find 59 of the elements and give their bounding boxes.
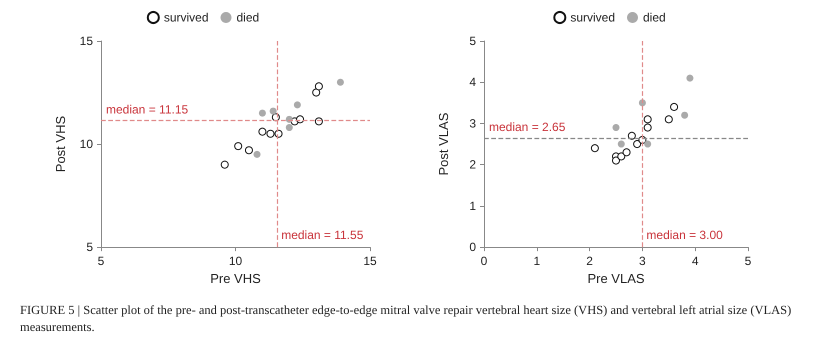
point	[294, 101, 301, 108]
x-tick-label: 5	[744, 254, 752, 268]
point	[612, 156, 620, 165]
point	[681, 112, 688, 119]
legend-label: died	[236, 10, 260, 24]
point	[244, 146, 253, 154]
point	[258, 128, 266, 136]
point	[618, 140, 625, 148]
point	[258, 110, 266, 117]
point	[644, 115, 652, 124]
point	[617, 152, 626, 160]
y-tick-label: 5	[469, 34, 476, 48]
point	[266, 130, 274, 138]
x-tick-label: 15	[363, 254, 377, 268]
point	[622, 148, 631, 156]
point	[628, 132, 636, 140]
legend-label: died	[643, 10, 666, 24]
y-axis-title: Post VLAS	[436, 112, 451, 176]
point	[612, 124, 620, 132]
legend-label: survived	[164, 10, 208, 24]
x-axis-title: Pre VHS	[210, 271, 262, 286]
y-tick-label: 15	[80, 34, 94, 48]
y-tick-label: 1	[469, 198, 476, 213]
legend-label: survived	[570, 10, 615, 24]
ref-line-label: median = 3.00	[646, 228, 724, 242]
ref-line-label: median = 11.15	[106, 102, 188, 116]
y-axis-title: Post VHS	[53, 116, 68, 172]
y-tick-label: 5	[86, 240, 94, 254]
x-tick-label: 5	[98, 254, 105, 268]
point	[590, 144, 599, 152]
point	[644, 140, 652, 148]
point	[234, 142, 242, 150]
x-tick-label: 1	[533, 254, 540, 268]
point	[254, 150, 261, 158]
point	[686, 74, 694, 82]
point	[286, 124, 293, 132]
x-tick-label: 4	[692, 254, 699, 268]
point	[314, 82, 323, 90]
point	[664, 115, 673, 124]
x-tick-label: 0	[480, 254, 488, 268]
point	[644, 124, 652, 132]
x-axis-title: Pre VLAS	[587, 271, 645, 286]
point	[220, 160, 229, 169]
point	[633, 140, 642, 148]
point	[312, 88, 320, 97]
point	[336, 78, 344, 86]
y-tick-label: 2	[469, 158, 476, 172]
x-tick-label: 3	[639, 254, 646, 268]
x-tick-label: 2	[586, 254, 594, 268]
ref-line-label: median = 2.65	[489, 120, 566, 134]
x-tick-label: 10	[228, 254, 242, 268]
y-tick-label: 0	[469, 240, 476, 254]
point	[670, 102, 678, 111]
y-tick-label: 4	[469, 75, 476, 90]
caption: FIGURE 5 | Scatter plot of the pre- and post-transcatheter edge-to-edge mitral valve repair vertebral heart size (VHS) and vertebral left atrial size (VLAS) measurements.	[20, 302, 792, 336]
y-tick-label: 10	[80, 137, 94, 152]
ref-line-label: median = 11.55	[281, 228, 364, 242]
point	[270, 108, 277, 115]
y-tick-label: 3	[469, 116, 476, 130]
